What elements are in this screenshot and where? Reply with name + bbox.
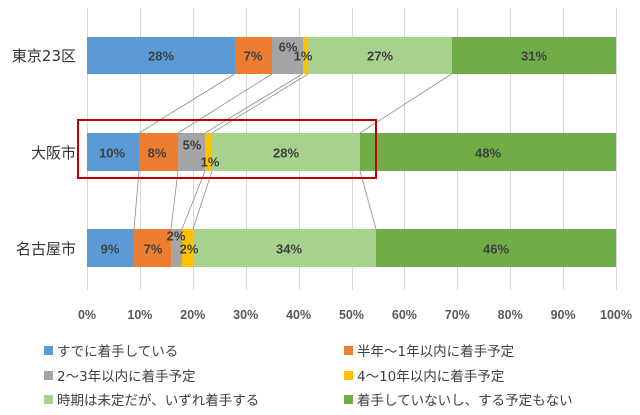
category-label-osaka: 大阪市 <box>30 144 76 162</box>
bar-segment-within-1-year <box>139 133 178 171</box>
bar-segment-within-3-years <box>171 229 182 267</box>
legend-swatch-icon <box>44 345 53 355</box>
legend-label: 半年～1年以内に着手予定 <box>357 344 515 360</box>
legend-swatch-icon <box>344 345 353 355</box>
data-label: 2% <box>179 241 199 257</box>
data-label: 9% <box>100 241 120 257</box>
legend-item-within-1-year: 半年～1年以内に着手予定 <box>344 340 514 360</box>
data-label: 8% <box>147 145 167 161</box>
bar-nagoya <box>87 229 616 267</box>
data-label: 27% <box>366 48 394 64</box>
bar-segment-within-3-years <box>272 37 303 74</box>
bar-segment-undecided <box>308 37 452 74</box>
legend-swatch-icon <box>44 394 53 404</box>
legend-swatch-icon <box>44 370 53 380</box>
legend-label: 時期は未定だが、いずれ着手する <box>57 393 260 409</box>
data-label: 1% <box>200 154 220 170</box>
bar-tokyo <box>87 37 616 74</box>
x-tick: 50% <box>338 308 365 322</box>
bar-segment-within-10-years <box>302 37 308 74</box>
legend-item-within-10-years: 4～10年以内に着手予定 <box>344 365 504 385</box>
data-label: 48% <box>474 145 502 161</box>
data-label: 34% <box>275 241 303 257</box>
legend-swatch-icon <box>344 370 353 380</box>
category-label-tokyo: 東京23区 <box>11 47 76 65</box>
gridline-100 <box>616 8 617 290</box>
bar-segment-within-1-year <box>134 229 171 267</box>
bar-segment-within-10-years <box>182 229 193 267</box>
bar-segment-already-started <box>87 37 235 74</box>
legend-label: 2～3年以内に着手予定 <box>57 369 196 385</box>
data-label: 28% <box>272 145 300 161</box>
x-tick: 60% <box>391 308 417 322</box>
data-label: 2% <box>166 228 186 244</box>
bar-segment-undecided <box>212 133 360 171</box>
category-label-nagoya: 名古屋市 <box>15 240 76 258</box>
legend-label: 4～10年以内に着手予定 <box>357 369 505 385</box>
legend-item-already-started: すでに着手している <box>44 340 178 360</box>
x-tick: 30% <box>233 308 259 322</box>
bar-segment-within-3-years <box>178 133 205 171</box>
data-label: 7% <box>143 241 163 257</box>
bar-segment-no-plan <box>376 229 616 267</box>
legend-item-no-plan: 着手していないし、する予定もない <box>344 389 573 409</box>
data-label: 28% <box>147 48 175 64</box>
legend-label: 着手していないし、する予定もない <box>357 393 573 409</box>
x-tick: 0% <box>77 308 97 322</box>
osaka-highlight-box <box>77 119 377 179</box>
bar-osaka <box>87 133 616 171</box>
data-label: 10% <box>98 145 126 161</box>
x-tick: 70% <box>444 308 470 322</box>
data-label: 5% <box>182 137 202 153</box>
x-tick: 80% <box>497 308 523 322</box>
x-tick: 90% <box>550 308 576 322</box>
legend-item-within-3-years: 2～3年以内に着手予定 <box>44 365 196 385</box>
data-label: 7% <box>243 48 263 64</box>
data-label: 31% <box>520 48 548 64</box>
x-tick: 100% <box>600 308 632 322</box>
bar-segment-already-started <box>87 229 134 267</box>
data-label: 1% <box>293 48 313 64</box>
bar-segment-undecided <box>193 229 376 267</box>
data-label: 6% <box>278 39 298 55</box>
bar-segment-within-10-years <box>205 133 212 171</box>
bar-segment-no-plan <box>451 37 616 74</box>
x-tick: 10% <box>127 308 153 322</box>
x-tick: 20% <box>180 308 206 322</box>
bar-segment-within-1-year <box>234 37 272 74</box>
x-tick: 40% <box>286 308 312 322</box>
legend-swatch-icon <box>344 394 353 404</box>
data-label: 46% <box>482 241 510 257</box>
bar-segment-already-started <box>87 133 139 171</box>
legend-item-undecided: 時期は未定だが、いずれ着手する <box>44 389 259 409</box>
bar-segment-no-plan <box>360 133 616 171</box>
legend-label: すでに着手している <box>57 344 179 360</box>
